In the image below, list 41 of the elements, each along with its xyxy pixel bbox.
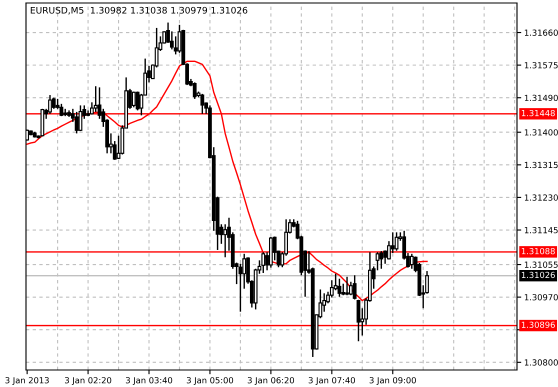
candlestick bbox=[94, 86, 98, 113]
candlestick bbox=[48, 94, 52, 115]
candlestick bbox=[132, 90, 136, 108]
x-tick-label: 3 Jan 03:40 bbox=[126, 377, 172, 385]
ref-line-label: 1.31448 bbox=[522, 110, 555, 116]
candlestick bbox=[60, 103, 64, 117]
candlestick bbox=[223, 224, 228, 258]
y-tick-label: 1.30800 bbox=[524, 359, 558, 366]
y-tick-label: 1.31055 bbox=[524, 262, 558, 268]
y-tick-label: 1.31490 bbox=[524, 94, 558, 102]
x-tick-label: 3 Jan 06:20 bbox=[248, 377, 294, 385]
candlestick bbox=[74, 111, 79, 134]
x-tick-label: 3 Jan 09:00 bbox=[370, 377, 416, 385]
y-tick-label: 1.31400 bbox=[524, 129, 558, 136]
candlestick bbox=[200, 93, 204, 115]
candlestick bbox=[352, 274, 357, 300]
candlestick bbox=[410, 253, 414, 270]
y-tick-label: 1.31230 bbox=[524, 194, 558, 201]
ref-line-label: 1.31026 bbox=[522, 272, 555, 278]
y-tick-label: 1.30970 bbox=[524, 294, 558, 300]
y-tick-label: 1.31145 bbox=[524, 227, 558, 234]
y-tick-label: 1.31575 bbox=[524, 62, 558, 68]
candlestick bbox=[52, 97, 56, 110]
x-tick-label: 3 Jan 07:40 bbox=[308, 377, 355, 385]
candlestick bbox=[348, 281, 353, 296]
x-tick-label: 3 Jan 02:20 bbox=[64, 377, 112, 385]
candlestick bbox=[394, 232, 398, 252]
candlestick bbox=[78, 104, 82, 132]
y-tick-label: 1.31315 bbox=[524, 162, 558, 168]
x-tick-label: 3 Jan 05:00 bbox=[186, 377, 234, 385]
candlestick bbox=[192, 82, 197, 100]
candlestick bbox=[345, 276, 349, 296]
candlestick bbox=[261, 252, 266, 274]
ref-line-label: 1.31088 bbox=[522, 248, 555, 254]
candlestick bbox=[136, 90, 140, 112]
y-tick-label: 1.31660 bbox=[524, 30, 558, 36]
ref-line-label: 1.30896 bbox=[522, 322, 555, 328]
chart-title: EURUSD,M5 1.30982 1.31038 1.30979 1.31026 bbox=[30, 6, 248, 15]
candlestick bbox=[379, 250, 384, 270]
x-tick-label: 3 Jan 2013 bbox=[5, 377, 49, 385]
candlestick bbox=[356, 299, 360, 342]
